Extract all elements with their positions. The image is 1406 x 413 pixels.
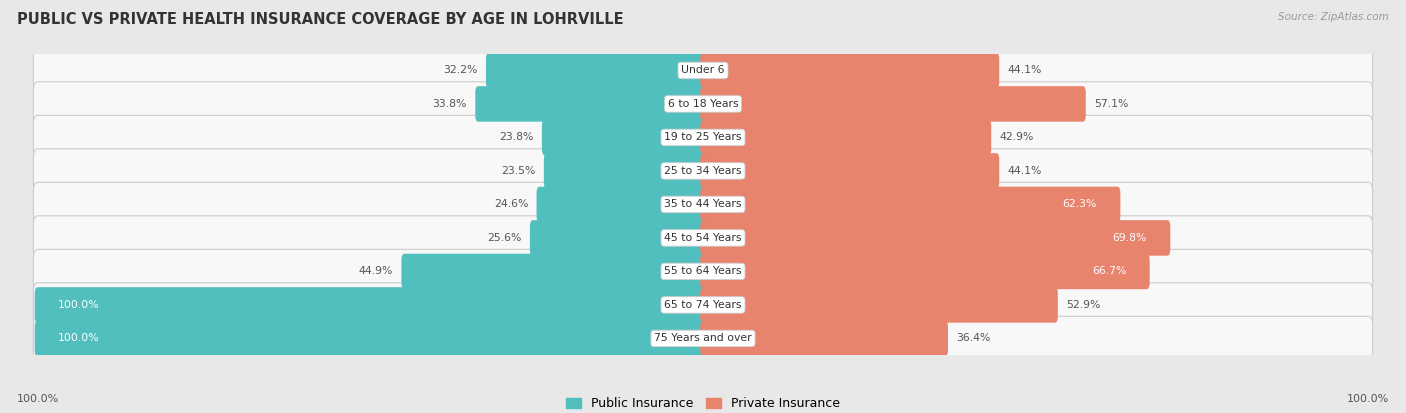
FancyBboxPatch shape (34, 283, 1372, 327)
Text: 62.3%: 62.3% (1063, 199, 1097, 209)
FancyBboxPatch shape (34, 149, 1372, 193)
FancyBboxPatch shape (34, 82, 1372, 126)
Text: 100.0%: 100.0% (17, 394, 59, 404)
Text: 44.9%: 44.9% (359, 266, 394, 276)
Text: 25 to 34 Years: 25 to 34 Years (664, 166, 742, 176)
Text: Source: ZipAtlas.com: Source: ZipAtlas.com (1278, 12, 1389, 22)
Text: PUBLIC VS PRIVATE HEALTH INSURANCE COVERAGE BY AGE IN LOHRVILLE: PUBLIC VS PRIVATE HEALTH INSURANCE COVER… (17, 12, 623, 27)
Text: 44.1%: 44.1% (1008, 65, 1042, 76)
FancyBboxPatch shape (541, 120, 706, 155)
FancyBboxPatch shape (700, 53, 1000, 88)
Text: 42.9%: 42.9% (1000, 133, 1033, 142)
FancyBboxPatch shape (700, 187, 1121, 222)
Text: 100.0%: 100.0% (58, 333, 100, 344)
Text: 23.8%: 23.8% (499, 133, 534, 142)
FancyBboxPatch shape (530, 220, 706, 256)
Text: 23.5%: 23.5% (502, 166, 536, 176)
Text: 45 to 54 Years: 45 to 54 Years (664, 233, 742, 243)
Text: 66.7%: 66.7% (1092, 266, 1126, 276)
FancyBboxPatch shape (700, 220, 1170, 256)
Text: 19 to 25 Years: 19 to 25 Years (664, 133, 742, 142)
Text: 100.0%: 100.0% (1347, 394, 1389, 404)
FancyBboxPatch shape (34, 48, 1372, 93)
FancyBboxPatch shape (700, 320, 948, 356)
Text: 44.1%: 44.1% (1008, 166, 1042, 176)
FancyBboxPatch shape (35, 287, 706, 323)
Text: 24.6%: 24.6% (494, 199, 529, 209)
FancyBboxPatch shape (700, 254, 1150, 289)
FancyBboxPatch shape (34, 182, 1372, 227)
FancyBboxPatch shape (34, 216, 1372, 260)
FancyBboxPatch shape (34, 316, 1372, 361)
Text: 36.4%: 36.4% (956, 333, 991, 344)
FancyBboxPatch shape (34, 115, 1372, 159)
FancyBboxPatch shape (700, 153, 1000, 189)
FancyBboxPatch shape (544, 153, 706, 189)
FancyBboxPatch shape (700, 120, 991, 155)
FancyBboxPatch shape (34, 249, 1372, 294)
Text: 69.8%: 69.8% (1112, 233, 1147, 243)
FancyBboxPatch shape (402, 254, 706, 289)
Text: 33.8%: 33.8% (433, 99, 467, 109)
Text: 100.0%: 100.0% (58, 300, 100, 310)
Text: 35 to 44 Years: 35 to 44 Years (664, 199, 742, 209)
Text: 6 to 18 Years: 6 to 18 Years (668, 99, 738, 109)
Text: 65 to 74 Years: 65 to 74 Years (664, 300, 742, 310)
Text: 25.6%: 25.6% (488, 233, 522, 243)
Legend: Public Insurance, Private Insurance: Public Insurance, Private Insurance (561, 392, 845, 413)
Text: 55 to 64 Years: 55 to 64 Years (664, 266, 742, 276)
Text: 32.2%: 32.2% (443, 65, 478, 76)
FancyBboxPatch shape (35, 320, 706, 356)
FancyBboxPatch shape (700, 287, 1057, 323)
FancyBboxPatch shape (537, 187, 706, 222)
Text: 75 Years and over: 75 Years and over (654, 333, 752, 344)
FancyBboxPatch shape (700, 86, 1085, 122)
FancyBboxPatch shape (486, 53, 706, 88)
Text: 52.9%: 52.9% (1066, 300, 1101, 310)
Text: Under 6: Under 6 (682, 65, 724, 76)
FancyBboxPatch shape (475, 86, 706, 122)
Text: 57.1%: 57.1% (1094, 99, 1129, 109)
